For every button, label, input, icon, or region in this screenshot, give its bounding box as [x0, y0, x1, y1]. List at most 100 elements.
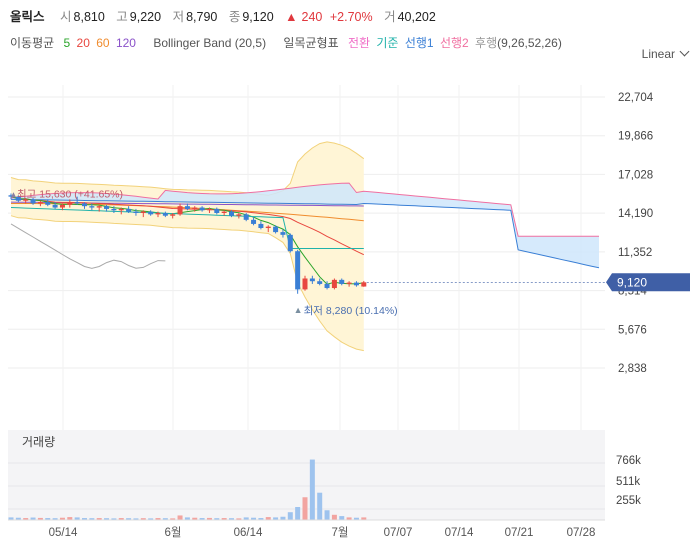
candle-body: [221, 211, 227, 214]
bollinger-label[interactable]: Bollinger Band (20,5): [153, 36, 267, 50]
high-marker-icon: ▲: [9, 189, 18, 199]
volume-bar: [309, 459, 315, 520]
volume-bar: [59, 517, 65, 520]
x-axis: 05/14 6월 06/14 7월 07/07 07/14 07/21 07/28: [8, 519, 605, 539]
volume-bar: [317, 492, 323, 520]
candle-body: [170, 214, 176, 216]
stock-name: 올릭스: [10, 10, 45, 24]
candle-body: [82, 203, 87, 207]
open-label: 시: [60, 10, 72, 24]
candle-body: [30, 199, 36, 204]
volume-tick-label: 766k: [616, 455, 641, 467]
low-value: 8,790: [186, 10, 218, 24]
candle-body: [273, 226, 279, 233]
candle-body: [243, 214, 249, 220]
volume-bar: [273, 517, 279, 520]
candle-body: [324, 283, 330, 289]
open-value: 8,810: [73, 10, 105, 24]
candle-body: [361, 282, 367, 287]
y-axis: 22,70419,86617,02814,19011,3528,5145,676…: [366, 92, 690, 375]
volume-bar: [133, 518, 139, 520]
volume-bar: [15, 517, 21, 520]
bollinger-band: [10, 141, 365, 352]
candle-body: [133, 211, 139, 214]
x-tick-label: 05/14: [49, 527, 78, 539]
candle-body: [67, 202, 73, 205]
candle-body: [15, 196, 21, 201]
candle-body: [59, 204, 65, 208]
candle-body: [192, 207, 198, 209]
senkou1-label: 선행1: [404, 36, 434, 50]
candle-body: [37, 202, 43, 204]
volume-bar: [23, 518, 29, 520]
candle-body: [265, 226, 271, 229]
volume-bar: [170, 518, 176, 520]
volume-bar: [30, 517, 36, 520]
candle-body: [302, 278, 308, 290]
volume-bar: [302, 497, 308, 520]
volume-bar: [111, 518, 117, 520]
candle-body: [148, 211, 154, 215]
candle-body: [287, 234, 293, 252]
y-tick-label: 17,028: [618, 169, 653, 181]
x-tick-label: 6월: [165, 526, 182, 539]
high-value: 9,220: [129, 10, 162, 24]
candle-body: [309, 278, 315, 282]
volume-bar: [199, 518, 205, 520]
candlesticks: [8, 193, 367, 294]
senkou1-line: [10, 198, 600, 269]
y-tick-label: 22,704: [618, 92, 654, 104]
volume-value: 40,202: [397, 10, 436, 24]
volume-bar: [353, 517, 359, 520]
volume-bar: [126, 518, 132, 520]
ma-label[interactable]: 이동평균: [10, 36, 55, 50]
last-price-tag: [606, 273, 690, 292]
candle-body: [214, 208, 220, 214]
scale-selector[interactable]: Linear: [642, 46, 690, 61]
kijun-label: 기준: [376, 36, 399, 50]
volume-bar: [251, 517, 257, 520]
volume-bar: [82, 518, 87, 520]
low-marker-icon: ▲: [294, 305, 303, 315]
volume-bar: [229, 518, 234, 520]
ichimoku-label[interactable]: 일목균형표: [283, 36, 339, 50]
volume-tick-label: 255k: [616, 495, 641, 507]
close-label: 종: [228, 10, 241, 24]
x-tick-label: 06/14: [234, 527, 263, 539]
candle-body: [23, 199, 29, 201]
volume-title: 거래량: [22, 435, 55, 449]
ma20-label: 20: [76, 36, 90, 50]
quote-header: 올릭스 시 8,810 고 9,220 저 8,790 종 9,120 ▲ 240 +2.…: [10, 6, 444, 25]
candle-body: [52, 204, 58, 208]
ma120-label: 120: [115, 36, 136, 50]
y-tick-label: 2,838: [618, 363, 647, 375]
volume-bar: [361, 517, 367, 520]
volume-bar: [118, 518, 124, 520]
candle-body: [184, 206, 190, 209]
up-triangle-icon: ▲: [285, 10, 298, 24]
candle-body: [339, 279, 345, 284]
annotations: ▲ 최고 15,630 (+41.65%)▲ 최저 8,280 (10.14%): [9, 188, 398, 316]
volume-bar: [96, 518, 102, 520]
candle-body: [331, 279, 337, 289]
volume-label: 거: [384, 10, 396, 24]
indicator-legend: 이동평균 5 20 60 120 Bollinger Band (20,5) 일…: [10, 34, 565, 51]
y-tick-label: 5,676: [618, 324, 647, 336]
volume-bar: [67, 517, 73, 520]
volume-bar: [184, 517, 190, 520]
change-value: 240: [301, 10, 323, 24]
volume-bar: [331, 514, 337, 520]
volume-bar: [295, 507, 301, 520]
volume-bar: [192, 517, 198, 520]
ma5-label: 5: [63, 36, 71, 50]
volume-bar: [37, 517, 43, 520]
candle-body: [104, 206, 110, 209]
volume-bar: [52, 518, 58, 520]
candle-body: [177, 206, 183, 215]
low-annotation: 최저 8,280 (10.14%): [304, 305, 398, 317]
y-tick-label: 14,190: [618, 208, 653, 220]
candle-body: [162, 213, 168, 216]
volume-bar: [324, 510, 330, 520]
high-annotation: 최고 15,630 (+41.65%): [17, 188, 123, 200]
